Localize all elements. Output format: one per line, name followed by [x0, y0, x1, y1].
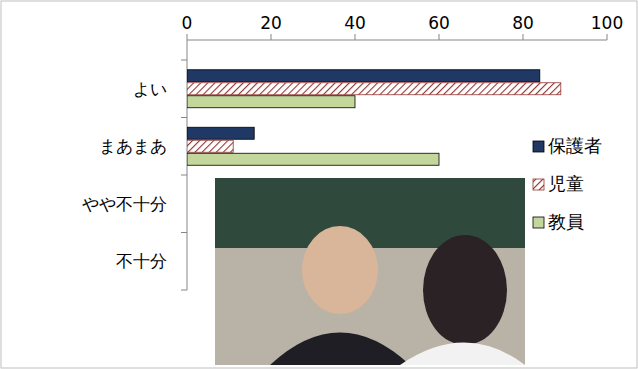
category-label: まあまあ: [99, 136, 167, 156]
legend-swatch: [533, 179, 544, 190]
tick-label: 20: [260, 13, 282, 33]
photo-board: [215, 178, 525, 248]
photo: [215, 178, 525, 365]
bar: [187, 83, 561, 95]
tick-mark: [523, 34, 524, 40]
bar: [187, 242, 188, 254]
category-label: よい: [133, 79, 167, 99]
value-axis: [187, 40, 607, 41]
category-tick: [181, 232, 187, 233]
tick-label: 80: [512, 13, 534, 33]
bar: [187, 127, 254, 139]
legend-swatch: [533, 217, 544, 228]
tick-label: 100: [591, 13, 623, 33]
photo-bg: [215, 178, 525, 365]
legend-label: 児童: [548, 173, 584, 194]
bar: [187, 198, 188, 210]
tick-mark: [355, 34, 356, 40]
bar: [187, 153, 439, 165]
photo-child: [423, 235, 507, 345]
tick-mark: [439, 34, 440, 40]
category-tick: [181, 290, 187, 291]
bar: [187, 211, 188, 223]
category-tick: [181, 60, 187, 61]
category-tick: [181, 117, 187, 118]
bars: [187, 70, 561, 166]
category-label: やや不十分: [82, 194, 167, 214]
photo-person: [302, 226, 378, 314]
category-label: 不十分: [116, 251, 167, 271]
legend-swatch: [533, 141, 544, 152]
tick-mark: [271, 34, 272, 40]
tick-label: 0: [182, 13, 193, 33]
tick-mark: [607, 34, 608, 40]
tick-label: 60: [428, 13, 450, 33]
tick-mark: [187, 34, 188, 40]
legend-label: 保護者: [548, 135, 602, 156]
photo-person-body: [270, 333, 410, 366]
bar: [187, 185, 188, 197]
tick-label: 40: [344, 13, 366, 33]
bar: [187, 70, 540, 82]
chart: 0 20 40 60 80 100 よいまあまあやや不十分不十分 保護者児童教員: [0, 0, 638, 369]
bar: [187, 96, 355, 108]
chart-frame: [1, 1, 637, 368]
bar: [187, 255, 188, 267]
bar: [187, 268, 188, 280]
photo-child-body: [400, 343, 525, 366]
bar: [187, 140, 233, 152]
legend: 保護者児童教員: [533, 135, 602, 232]
category-tick: [181, 175, 187, 176]
legend-label: 教員: [548, 211, 584, 232]
